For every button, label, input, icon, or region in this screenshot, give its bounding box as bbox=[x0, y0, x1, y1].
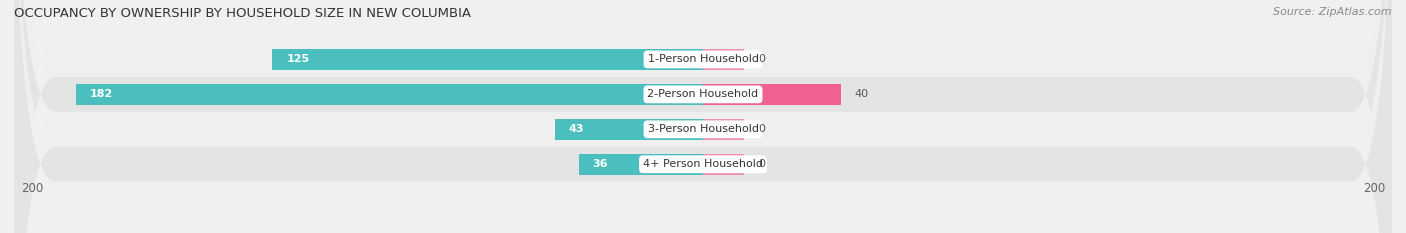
Text: Source: ZipAtlas.com: Source: ZipAtlas.com bbox=[1274, 7, 1392, 17]
Text: 36: 36 bbox=[593, 159, 609, 169]
Text: 200: 200 bbox=[21, 182, 44, 195]
Text: 2-Person Household: 2-Person Household bbox=[647, 89, 759, 99]
Text: 40: 40 bbox=[855, 89, 869, 99]
Text: 0: 0 bbox=[758, 55, 765, 64]
Bar bbox=[703, 119, 744, 140]
Text: 0: 0 bbox=[758, 159, 765, 169]
Text: 200: 200 bbox=[1362, 182, 1385, 195]
Text: 4+ Person Household: 4+ Person Household bbox=[643, 159, 763, 169]
Bar bbox=[273, 49, 703, 70]
Bar bbox=[703, 49, 744, 70]
FancyBboxPatch shape bbox=[14, 0, 1392, 233]
Text: 43: 43 bbox=[568, 124, 583, 134]
Text: 3-Person Household: 3-Person Household bbox=[648, 124, 758, 134]
Text: OCCUPANCY BY OWNERSHIP BY HOUSEHOLD SIZE IN NEW COLUMBIA: OCCUPANCY BY OWNERSHIP BY HOUSEHOLD SIZE… bbox=[14, 7, 471, 20]
FancyBboxPatch shape bbox=[14, 0, 1392, 233]
Legend: Owner-occupied, Renter-occupied: Owner-occupied, Renter-occupied bbox=[581, 230, 825, 233]
Bar bbox=[703, 84, 841, 105]
Text: 125: 125 bbox=[287, 55, 309, 64]
FancyBboxPatch shape bbox=[14, 0, 1392, 233]
Text: 1-Person Household: 1-Person Household bbox=[648, 55, 758, 64]
Bar bbox=[579, 154, 703, 175]
Bar bbox=[703, 154, 744, 175]
FancyBboxPatch shape bbox=[14, 0, 1392, 233]
Text: 182: 182 bbox=[90, 89, 112, 99]
Text: 0: 0 bbox=[758, 124, 765, 134]
Bar bbox=[76, 84, 703, 105]
Bar bbox=[555, 119, 703, 140]
